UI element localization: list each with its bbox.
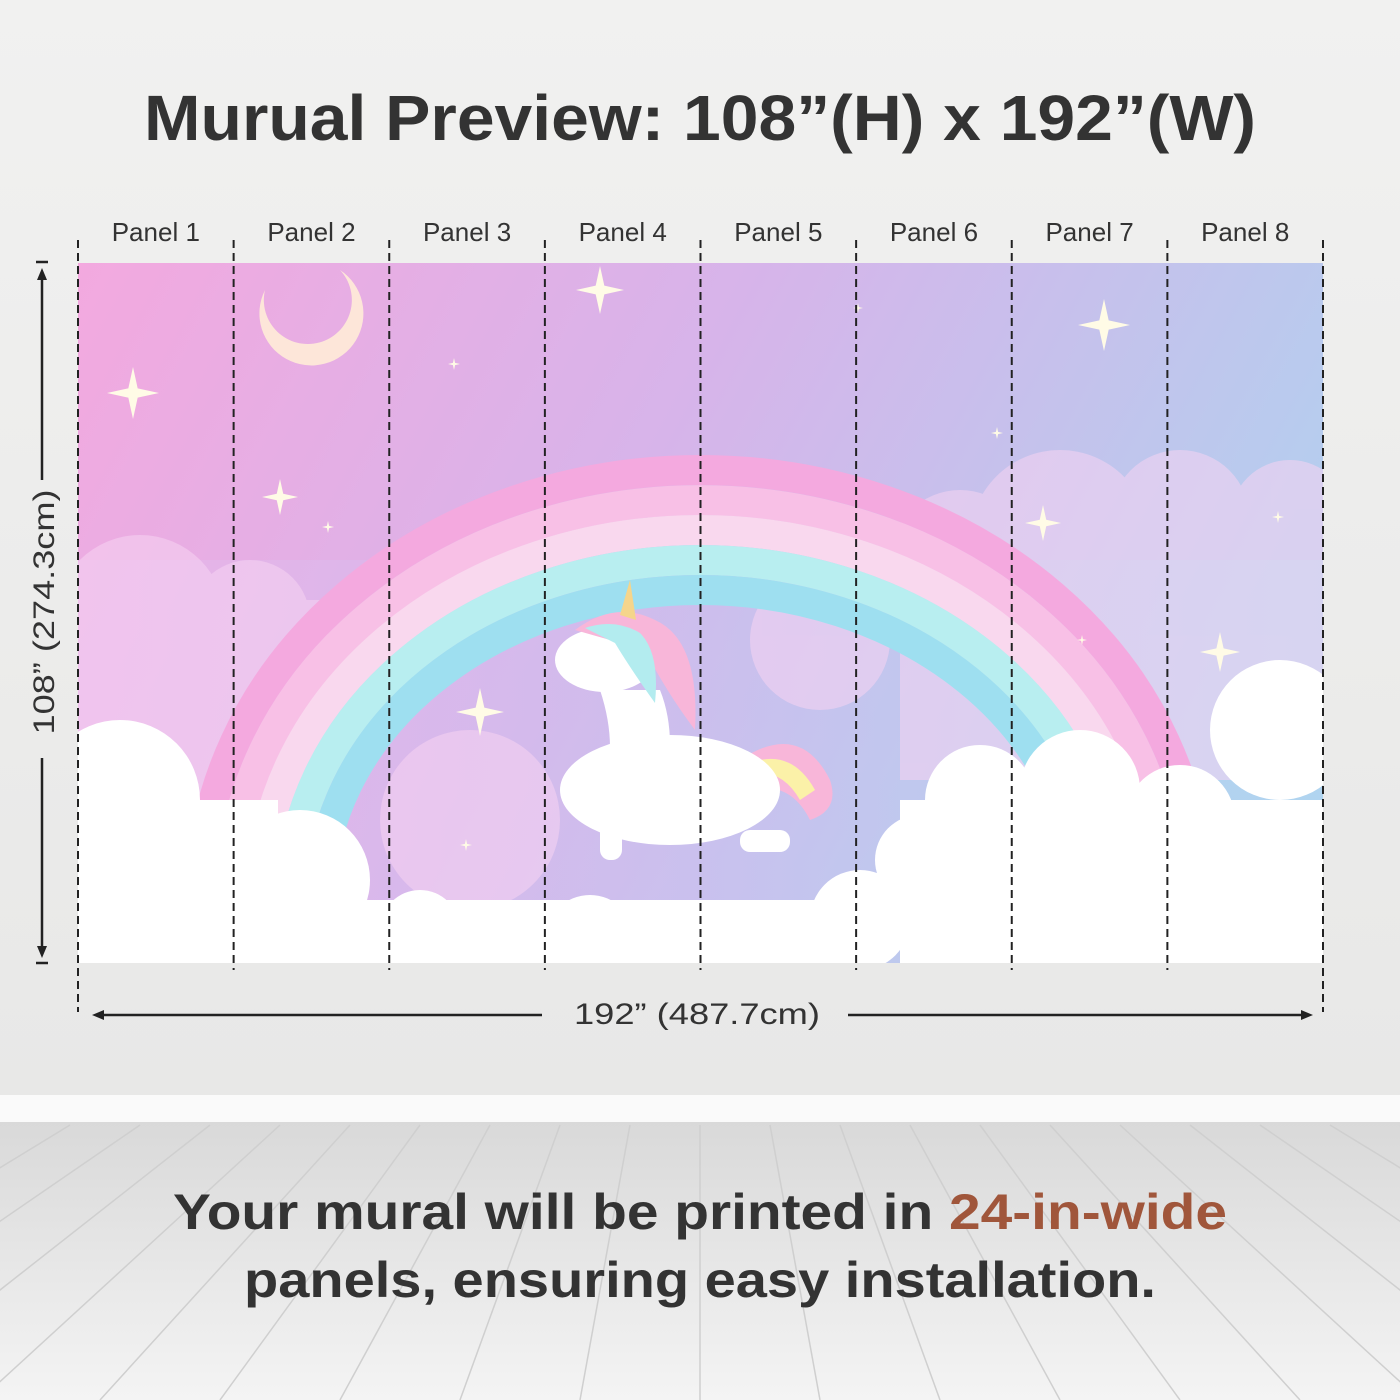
panel-label: Panel 4	[579, 217, 667, 247]
star	[1200, 632, 1240, 672]
star	[1272, 511, 1284, 523]
star	[262, 479, 298, 515]
panel-label: Panel 6	[890, 217, 978, 247]
star	[1077, 635, 1087, 645]
title: Murual Preview: 108”(H) x 192”(W)	[144, 82, 1256, 154]
star	[322, 521, 334, 533]
plank-seam	[0, 1124, 281, 1383]
plank-seam	[459, 1124, 561, 1400]
unicorn	[555, 580, 833, 860]
height-label: 108” (274.3cm)	[28, 490, 61, 735]
star	[853, 303, 863, 313]
caption-highlight: 24-in-wide	[949, 1184, 1227, 1240]
plank-seam	[99, 1124, 351, 1400]
plank-seam	[769, 1124, 821, 1400]
caption-text: Your mural will be printed in	[173, 1184, 949, 1240]
caption-line-1: Your mural will be printed in 24-in-wide	[173, 1184, 1227, 1240]
star	[576, 266, 624, 314]
plank-seam	[0, 1124, 141, 1223]
baseboard	[0, 1095, 1400, 1125]
star	[1078, 299, 1130, 351]
star	[456, 688, 504, 736]
front-clouds	[78, 660, 1323, 963]
panel-label: Panel 7	[1045, 217, 1133, 247]
plank-seam	[219, 1124, 421, 1400]
panel-guides: Panel 1 Panel 2 Panel 3 Panel 4 Panel 5 Panel…	[77, 217, 1324, 1012]
plank-seam	[579, 1124, 631, 1400]
panel-label: Panel 5	[734, 217, 822, 247]
plank-seam	[1259, 1124, 1400, 1223]
plank-seam	[839, 1124, 941, 1400]
plank-seam	[979, 1124, 1181, 1400]
star	[991, 427, 1003, 439]
star	[107, 367, 159, 419]
panel-label: Panel 1	[112, 217, 200, 247]
mural	[78, 263, 1323, 963]
dimension-lines	[36, 260, 1313, 1020]
panel-label: Panel 3	[423, 217, 511, 247]
plank-seam	[0, 1124, 211, 1291]
caption-line-2: panels, ensuring easy installation.	[244, 1252, 1156, 1308]
plank-seam	[909, 1124, 1061, 1400]
plank-seam	[339, 1124, 491, 1400]
plank-seam	[1189, 1124, 1400, 1291]
panel-label: Panel 2	[267, 217, 355, 247]
star	[460, 839, 472, 851]
stars	[107, 266, 1284, 851]
star	[448, 358, 460, 370]
panel-label: Panel 8	[1201, 217, 1289, 247]
plank-seam	[1119, 1124, 1400, 1383]
moon	[259, 270, 364, 366]
plank-seam	[1049, 1124, 1301, 1400]
star	[1025, 505, 1061, 541]
floor-planks	[0, 1124, 1400, 1400]
width-label: 192” (487.7cm)	[574, 998, 820, 1031]
